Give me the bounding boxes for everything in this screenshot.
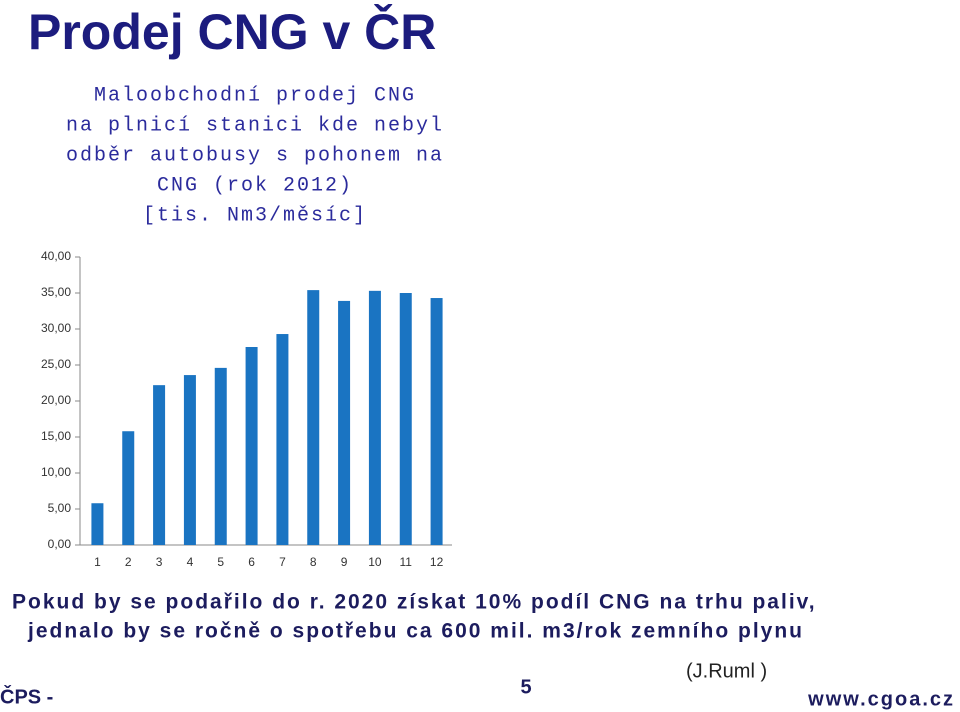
- x-tick-label: 12: [430, 555, 444, 569]
- footer-line: jednalo by se ročně o spotřebu ca 600 mi…: [27, 620, 804, 643]
- x-tick-label: 2: [125, 555, 132, 569]
- bar: [338, 300, 351, 545]
- url: www.cgoa.cz: [807, 688, 955, 710]
- chart-title: odběr autobusy s pohonem na: [66, 144, 444, 167]
- y-tick-label: 35,00: [41, 285, 71, 299]
- x-tick-label: 1: [94, 555, 101, 569]
- bar: [245, 347, 258, 545]
- x-tick-label: 3: [156, 555, 163, 569]
- x-tick-label: 8: [310, 555, 317, 569]
- bar: [153, 385, 166, 545]
- chart-title: CNG (rok 2012): [157, 174, 353, 197]
- x-tick-label: 4: [187, 555, 194, 569]
- bar: [430, 298, 443, 545]
- bar: [307, 290, 320, 545]
- chart-title: Maloobchodní prodej CNG: [94, 84, 416, 107]
- bar: [122, 431, 135, 545]
- chart-title: na plnicí stanici kde nebyl: [66, 114, 444, 137]
- x-tick-label: 11: [400, 555, 413, 569]
- org: ČPS -: [0, 684, 53, 708]
- author: (J.Ruml ): [686, 660, 767, 682]
- bar: [368, 290, 381, 545]
- slide-title: Prodej CNG v ČR: [28, 3, 436, 60]
- x-tick-label: 5: [217, 555, 224, 569]
- x-tick-label: 7: [279, 555, 286, 569]
- bar: [91, 503, 104, 545]
- bar: [276, 334, 289, 545]
- y-tick-label: 20,00: [41, 393, 71, 407]
- y-tick-label: 0,00: [48, 537, 72, 551]
- chart-title: [tis. Nm3/měsíc]: [143, 204, 367, 227]
- y-tick-label: 15,00: [41, 429, 71, 443]
- footer-line: Pokud by se podařilo do r. 2020 získat 1…: [12, 591, 817, 614]
- y-tick-label: 5,00: [48, 501, 72, 515]
- y-tick-label: 40,00: [41, 249, 71, 263]
- x-tick-label: 9: [341, 555, 348, 569]
- y-tick-label: 30,00: [41, 321, 71, 335]
- x-tick-label: 10: [368, 555, 382, 569]
- bar: [399, 293, 412, 545]
- y-tick-label: 10,00: [41, 465, 71, 479]
- bar: [214, 367, 227, 545]
- page-number: 5: [520, 676, 531, 698]
- x-tick-label: 6: [248, 555, 255, 569]
- y-tick-label: 25,00: [41, 357, 71, 371]
- bar: [183, 375, 196, 545]
